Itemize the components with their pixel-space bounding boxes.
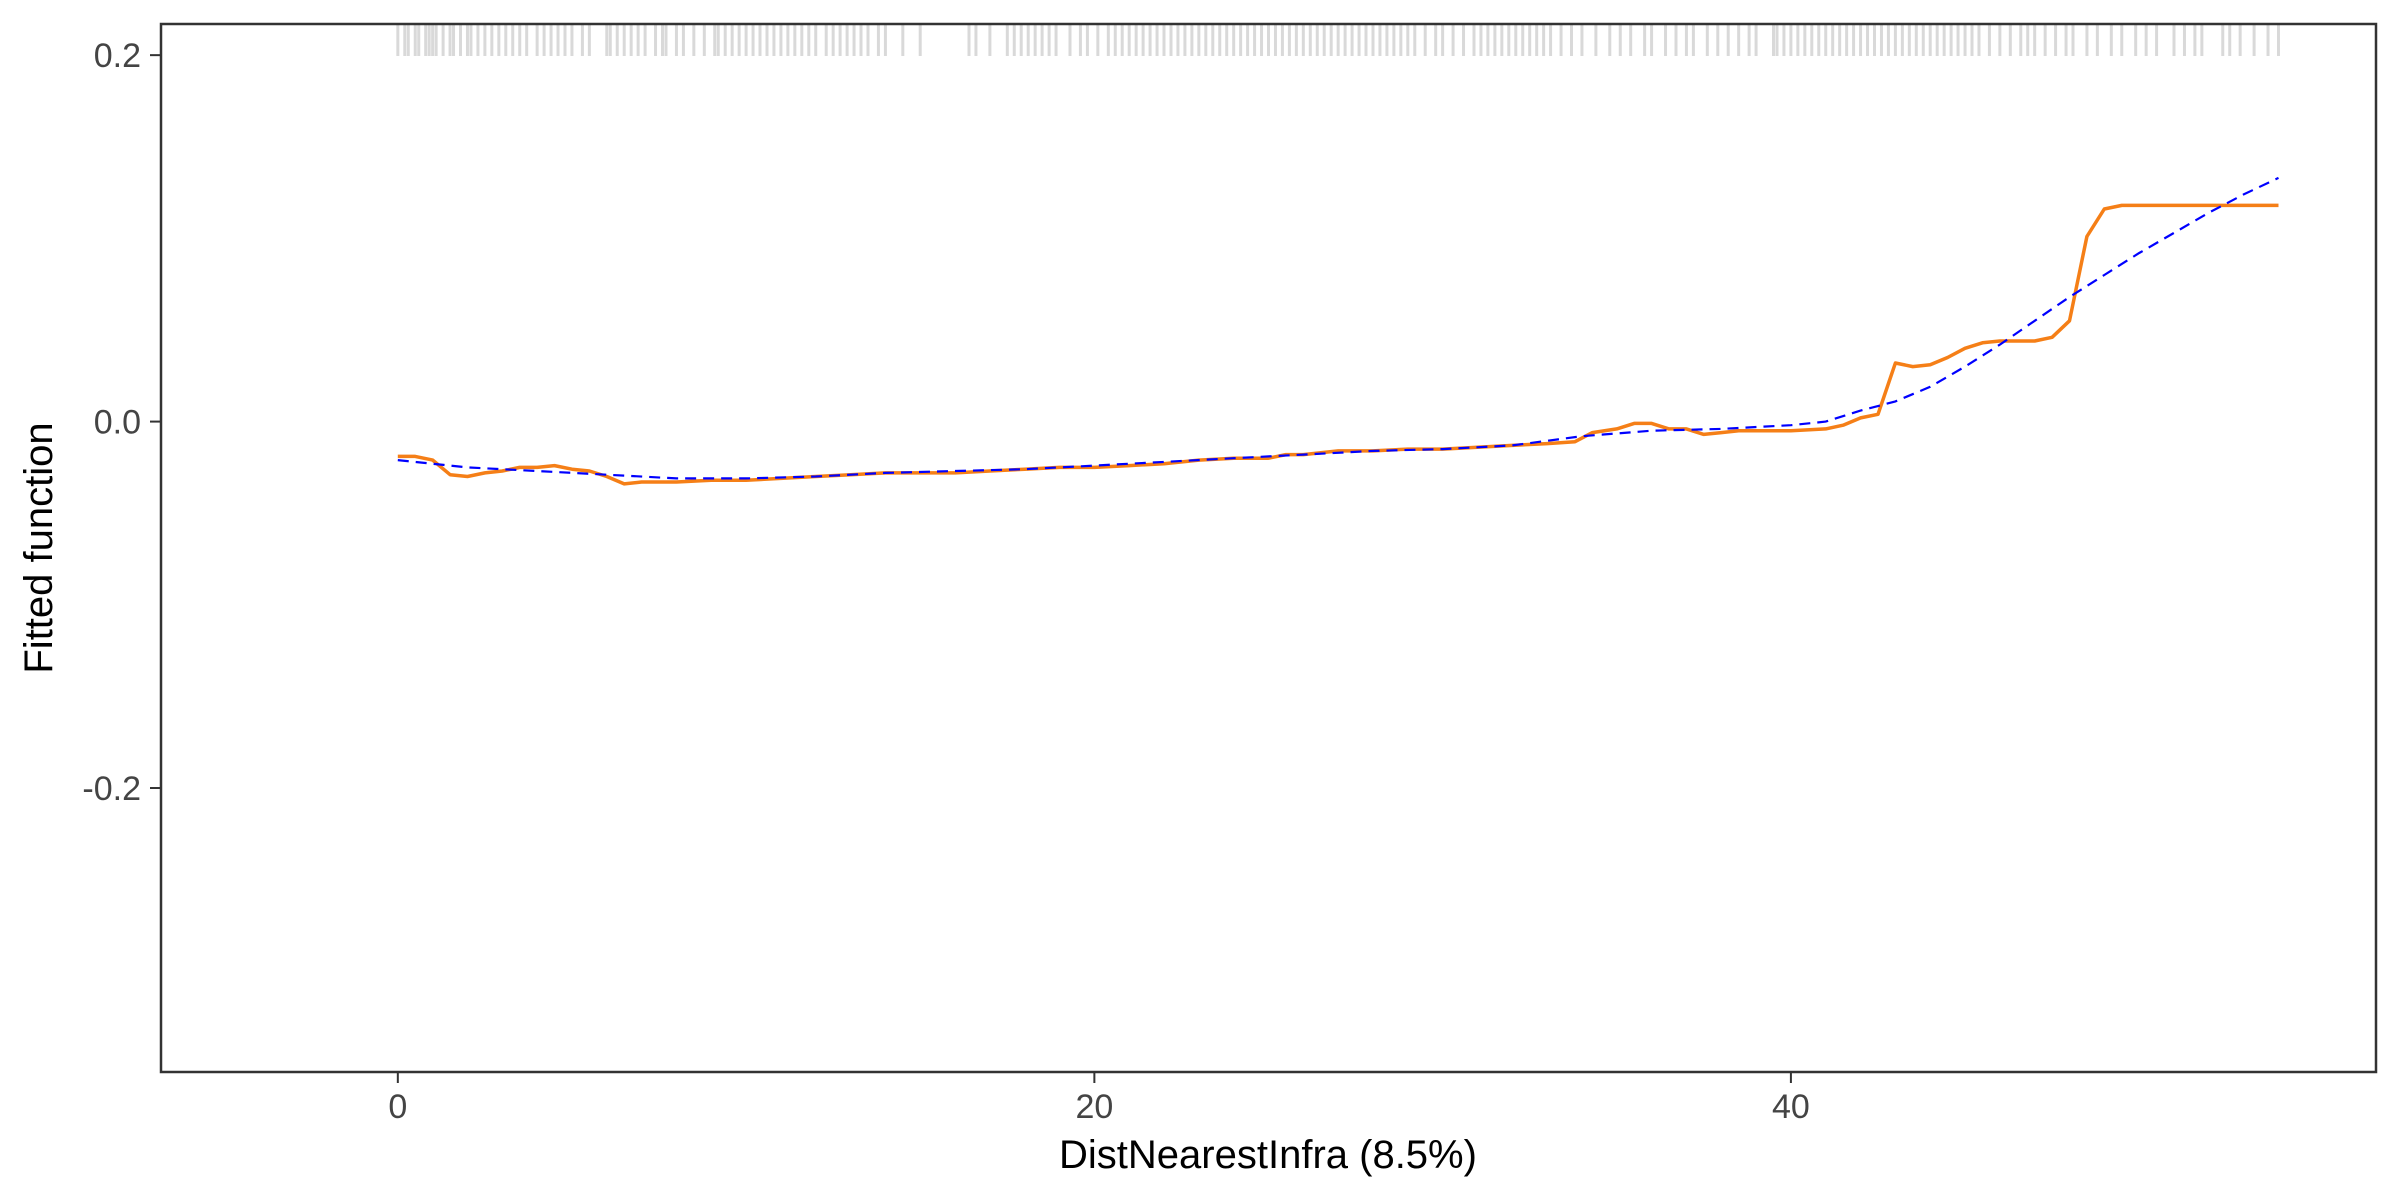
x-tick-label: 0 [388,1088,407,1126]
smooth-trend-line [397,176,2279,480]
y-tick-label: 0.0 [94,404,141,442]
y-axis-title: Fitted function [17,422,61,673]
plot-panel [161,24,2376,1072]
rug-marks [396,24,2280,56]
x-tick-label: 20 [1075,1088,1113,1126]
series-lines [397,176,2279,486]
y-axis: 0.2 0.0 -0.2 [82,37,161,808]
x-axis: 0 20 40 [388,1072,1810,1126]
plot-panel-border [159,22,2378,1074]
x-tick-label: 40 [1772,1088,1810,1126]
y-tick-label: 0.2 [94,37,141,75]
y-tick-label: -0.2 [82,770,141,808]
x-axis-title: DistNearestInfra (8.5%) [1059,1133,1477,1177]
